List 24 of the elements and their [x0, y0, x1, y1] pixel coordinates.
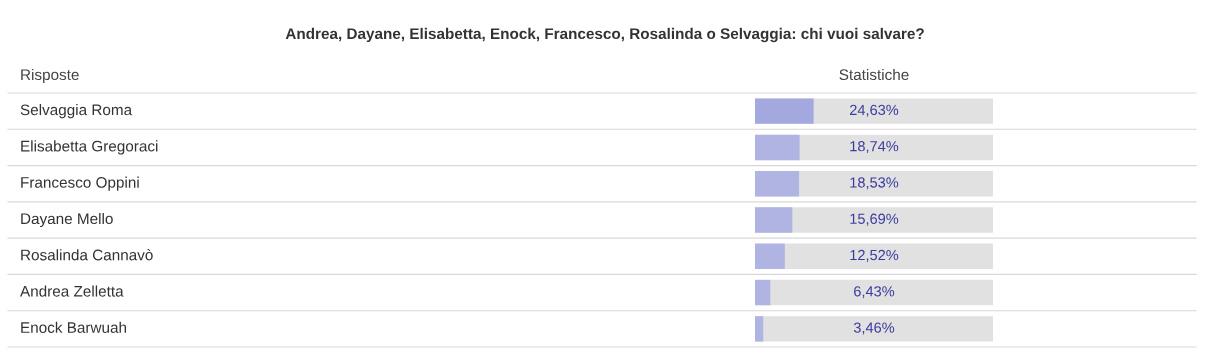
y-tick-label: Francesco Oppini	[21, 176, 139, 191]
bar	[755, 171, 800, 197]
y-tick-label: Enock Barwuah	[21, 321, 127, 333]
bar	[755, 279, 771, 306]
y-tick-label: Andrea Zelletta	[20, 285, 124, 297]
x-axis-title: Statistiche	[839, 68, 909, 81]
y-axis-title: Risposte	[21, 68, 79, 84]
bar	[755, 316, 764, 342]
data-label: 3,46%	[853, 322, 895, 335]
data-label: 12,52%	[850, 249, 899, 262]
data-label: 18,53%	[850, 177, 899, 190]
y-tick-label: Elisabetta Gregoraci	[21, 140, 158, 155]
y-tick-label: Selvaggia Roma	[20, 104, 133, 119]
bar	[755, 134, 800, 161]
bar	[755, 98, 814, 124]
data-label: 18,74%	[850, 141, 899, 154]
y-tick-label: Dayane Mello	[21, 212, 113, 228]
data-label: 6,43%	[854, 286, 895, 299]
data-label: 15,69%	[850, 213, 899, 226]
text: Andrea, Dayane, Elisabetta, Enock, Francesco, Rosalinda o Selvaggia: chi vuoi salvare?	[285, 27, 924, 43]
bar	[755, 243, 785, 269]
data-label: 24,63%	[850, 104, 899, 117]
bar	[755, 207, 793, 233]
y-tick-label: Rosalinda Cannavò	[21, 248, 153, 261]
